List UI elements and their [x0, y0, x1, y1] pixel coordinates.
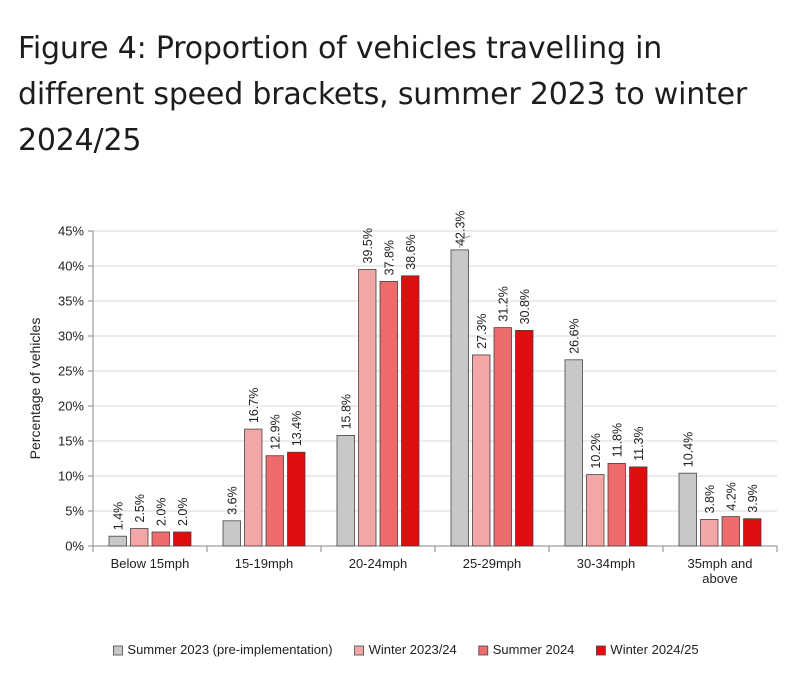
data-label: 42.3%: [453, 210, 467, 245]
data-label: 2.0%: [154, 498, 168, 527]
data-label: 30.8%: [518, 289, 532, 324]
bar: [450, 249, 469, 547]
legend-label: Winter 2024/25: [610, 642, 698, 657]
legend-label: Summer 2024: [493, 642, 575, 657]
data-label: 3.9%: [746, 484, 760, 513]
data-label: 26.6%: [567, 318, 581, 353]
bar: [108, 535, 127, 547]
data-label: 38.6%: [404, 234, 418, 269]
y-tick-label: 45%: [58, 224, 84, 239]
data-label: 1.4%: [111, 502, 125, 531]
legend-label: Summer 2023 (pre-implementation): [127, 642, 332, 657]
bar: [287, 451, 306, 547]
bar: [265, 455, 284, 547]
data-label: 2.0%: [176, 498, 190, 527]
x-tick-label: Below 15mph: [111, 556, 190, 571]
legend-swatch: [354, 645, 365, 656]
bar: [586, 474, 605, 547]
data-label: 3.8%: [703, 485, 717, 514]
data-label: 15.8%: [339, 394, 353, 429]
data-label: 31.2%: [496, 286, 510, 321]
leader-line: [459, 235, 471, 248]
bar: [629, 466, 648, 547]
bar: [700, 519, 719, 547]
bar: [401, 275, 420, 547]
bar: [358, 269, 377, 547]
data-label: 39.5%: [361, 228, 375, 263]
y-axis-label: Percentage of vehicles: [27, 318, 43, 460]
y-tick-label: 40%: [58, 259, 84, 274]
y-tick-label: 10%: [58, 469, 84, 484]
bar: [721, 516, 740, 547]
bar: [472, 354, 491, 547]
bar: [493, 327, 512, 547]
bar: [130, 528, 149, 547]
x-tick-label: above: [702, 571, 737, 586]
x-tick-label: 20-24mph: [349, 556, 408, 571]
bar: [222, 520, 241, 547]
y-tick-label: 25%: [58, 364, 84, 379]
bar: [564, 359, 583, 547]
bar: [151, 531, 170, 547]
data-label: 10.2%: [589, 433, 603, 468]
y-tick-label: 15%: [58, 434, 84, 449]
data-label: 12.9%: [268, 414, 282, 449]
data-label: 16.7%: [247, 388, 261, 423]
data-label: 13.4%: [290, 411, 304, 446]
legend-swatch: [478, 645, 489, 656]
data-label: 37.8%: [382, 240, 396, 275]
data-label: 4.2%: [724, 482, 738, 511]
data-label: 3.6%: [225, 486, 239, 515]
data-label: 11.3%: [632, 426, 646, 461]
legend-swatch: [113, 645, 123, 656]
bar: [244, 428, 263, 547]
y-tick-label: 0%: [65, 539, 84, 554]
bar: [379, 280, 398, 547]
y-tick-label: 5%: [65, 504, 84, 519]
data-label: 2.5%: [133, 494, 147, 523]
legend-label: Winter 2023/24: [369, 642, 457, 657]
legend-swatch: [596, 645, 606, 656]
x-tick-label: 25-29mph: [463, 556, 522, 571]
data-label: 10.4%: [681, 432, 695, 467]
data-label: 11.8%: [610, 423, 624, 458]
bar: [607, 462, 626, 547]
data-label: 27.3%: [475, 313, 489, 348]
x-tick-label: 30-34mph: [577, 556, 636, 571]
y-tick-label: 35%: [58, 294, 84, 309]
x-tick-label: 35mph and: [687, 556, 752, 571]
y-tick-label: 30%: [58, 329, 84, 344]
x-tick-label: 15-19mph: [235, 556, 294, 571]
page-title: Figure 4: Proportion of vehicles travell…: [18, 31, 748, 158]
bar: [678, 472, 697, 547]
bar: [336, 434, 355, 547]
bar: [173, 531, 192, 547]
y-tick-label: 20%: [58, 399, 84, 414]
bar: [743, 518, 762, 547]
bar: [515, 329, 534, 547]
